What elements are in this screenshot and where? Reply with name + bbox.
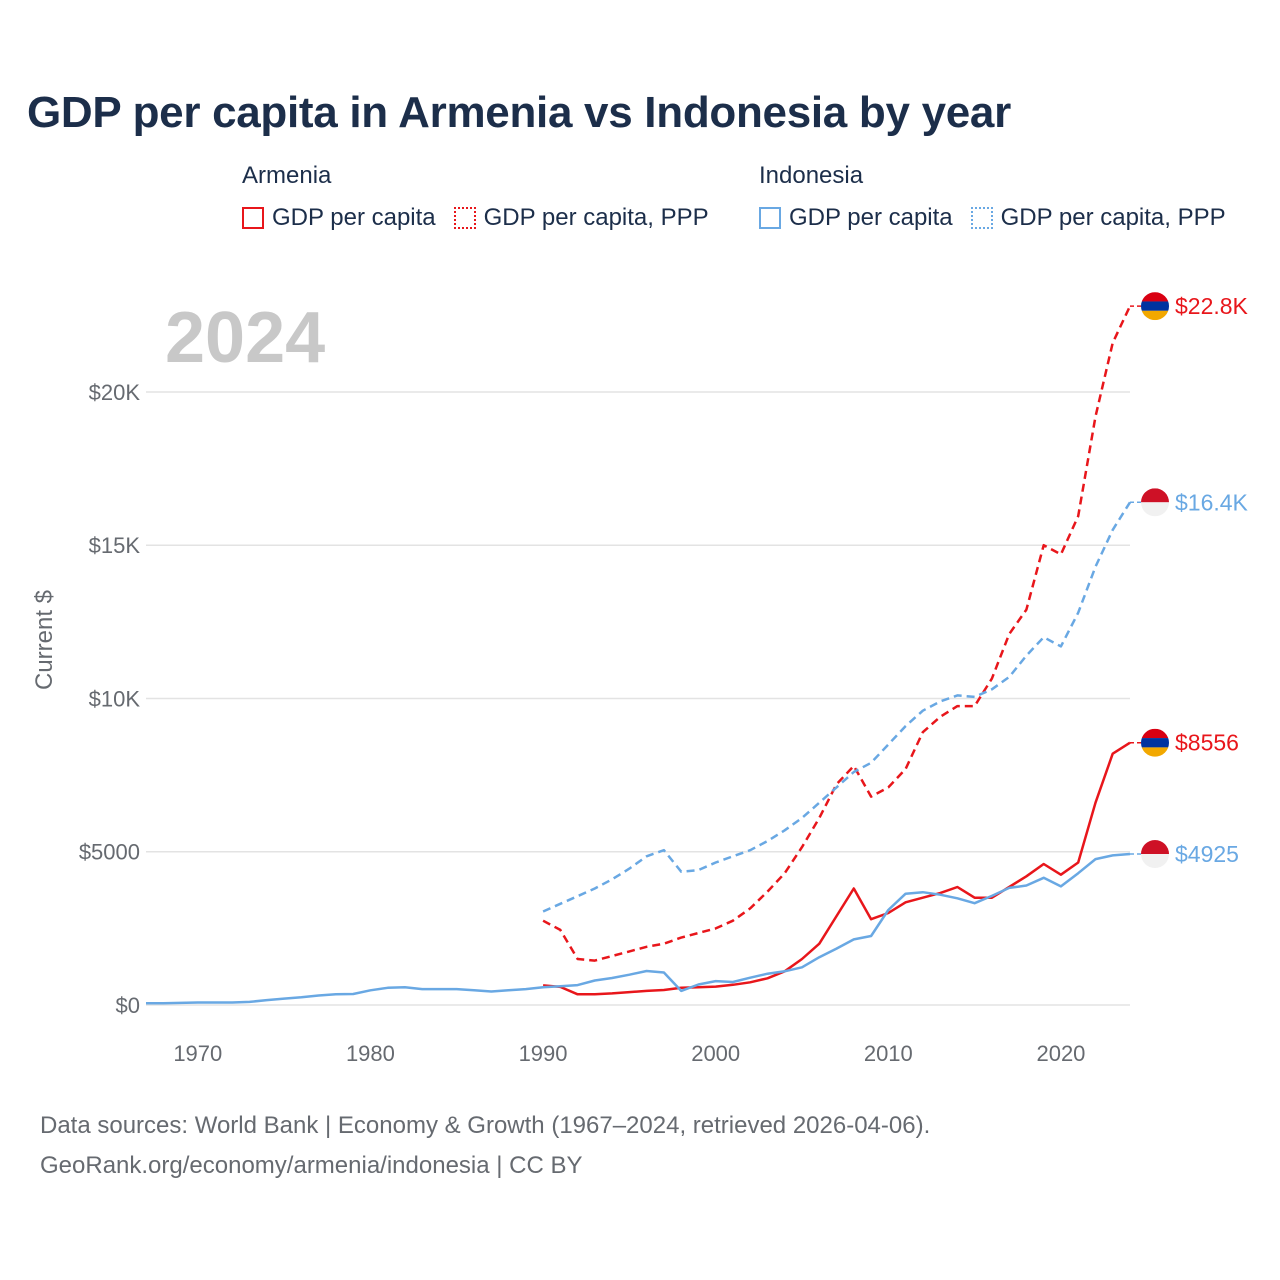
armenia-flag-icon — [1141, 292, 1169, 321]
y-tick-label: $20K — [89, 380, 141, 405]
dotted-swatch-icon — [453, 207, 476, 229]
y-axis-label: Current $ — [31, 590, 58, 690]
armenia-flag-icon — [1141, 728, 1169, 757]
footer: Data sources: World Bank | Economy & Gro… — [40, 1106, 930, 1186]
x-tick-label: 1970 — [173, 1041, 222, 1066]
x-tick-label: 2000 — [691, 1041, 740, 1066]
chart-title: GDP per capita in Armenia vs Indonesia b… — [27, 88, 1011, 137]
y-tick-label: $10K — [89, 686, 141, 711]
legend-item-armenia-gdp[interactable]: GDP per capita — [242, 204, 436, 232]
legend-label: GDP per capita — [789, 204, 953, 231]
legend-group-label-indonesia: Indonesia — [759, 162, 864, 189]
legend-item-armenia-ppp[interactable]: GDP per capita, PPP — [453, 204, 709, 232]
legend-label: GDP per capita, PPP — [483, 204, 709, 231]
credit-link[interactable]: GeoRank.org/economy/armenia/indonesia | … — [40, 1152, 583, 1179]
x-tick-label: 1990 — [519, 1041, 568, 1066]
legend-label: GDP per capita — [272, 204, 436, 231]
y-tick-label: $15K — [89, 533, 141, 558]
solid-swatch-icon — [242, 207, 264, 229]
end-value-label: $4925 — [1175, 841, 1239, 867]
data-sources-note: Data sources: World Bank | Economy & Gro… — [40, 1112, 931, 1139]
armenia-gdp-ppp-line — [542, 305, 1132, 962]
year-watermark: 2024 — [165, 298, 325, 378]
legend-group-armenia: Armenia GDP per capita GDP per capita, P… — [242, 162, 709, 232]
end-value-label: $16.4K — [1175, 489, 1249, 515]
indonesia-gdp-line — [145, 852, 1131, 1005]
line-chart: $0 $5000 $10K $15K $20K 1970 1980 1990 2000 2010 2… — [31, 292, 1249, 1066]
legend-label: GDP per capita, PPP — [1000, 204, 1226, 231]
end-value-label: $22.8K — [1175, 293, 1249, 319]
legend-item-indonesia-gdp[interactable]: GDP per capita — [759, 204, 953, 232]
solid-swatch-icon — [759, 207, 781, 229]
x-tick-label: 2010 — [864, 1041, 913, 1066]
legend-group-indonesia: Indonesia GDP per capita GDP per capita,… — [759, 162, 1226, 232]
end-value-label: $8556 — [1175, 730, 1239, 756]
y-tick-label: $0 — [116, 993, 140, 1018]
indonesia-flag-icon — [1141, 488, 1169, 517]
dotted-swatch-icon — [970, 207, 993, 229]
y-tick-label: $5000 — [79, 840, 140, 865]
indonesia-flag-icon — [1141, 840, 1169, 869]
legend-group-label-armenia: Armenia — [242, 162, 332, 189]
x-tick-label: 1980 — [346, 1041, 395, 1066]
indonesia-gdp-ppp-line — [542, 501, 1132, 913]
legend-item-indonesia-ppp[interactable]: GDP per capita, PPP — [970, 204, 1226, 232]
x-tick-label: 2020 — [1036, 1041, 1085, 1066]
armenia-gdp-line — [542, 741, 1131, 996]
